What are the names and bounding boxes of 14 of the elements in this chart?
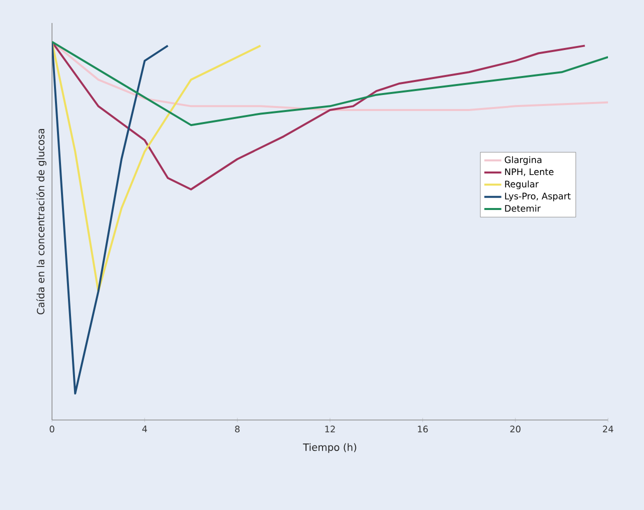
legend-label: Lys-Pro, Aspart [505, 192, 571, 202]
legend-label: Glargina [504, 156, 542, 165]
legend-label: Detemir [505, 204, 541, 212]
x-tick-label: 4 [142, 426, 148, 432]
legend-label: Regular [505, 180, 539, 190]
legend-label: NPH, Lente [505, 168, 554, 176]
y-axis-title: Caída en la concentración de glucosa [36, 129, 46, 314]
x-tick-label: 24 [602, 426, 614, 432]
x-tick-label: 8 [235, 426, 240, 432]
x-tick-label: 20 [510, 426, 520, 432]
x-tick-label: 16 [418, 426, 428, 432]
x-tick-label: 0 [50, 426, 54, 432]
x-tick-label: 12 [325, 426, 335, 432]
x-axis-title: Tiempo (h) [302, 443, 356, 453]
